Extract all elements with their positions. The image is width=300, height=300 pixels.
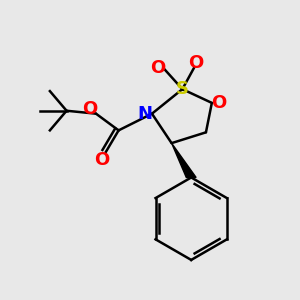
Text: O: O bbox=[150, 58, 166, 76]
Text: O: O bbox=[82, 100, 98, 118]
Text: O: O bbox=[94, 151, 110, 169]
Text: N: N bbox=[138, 105, 153, 123]
Text: S: S bbox=[176, 80, 189, 98]
Text: O: O bbox=[211, 94, 226, 112]
Polygon shape bbox=[172, 143, 196, 178]
Text: O: O bbox=[188, 54, 204, 72]
